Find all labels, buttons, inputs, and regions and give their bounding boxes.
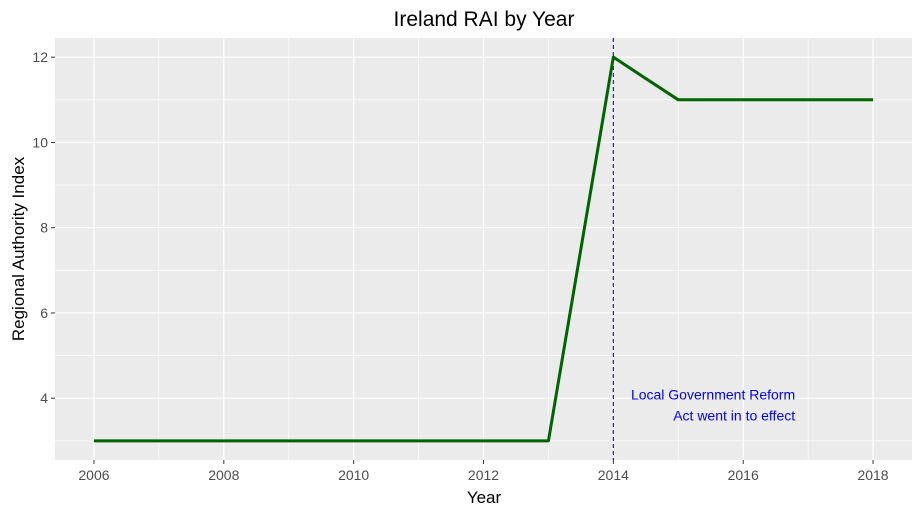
x-axis-title: Year <box>467 488 502 507</box>
annotation: Local Government Reform Act went in to e… <box>631 387 795 424</box>
x-tick-label: 2008 <box>208 467 239 483</box>
chart-title: Ireland RAI by Year <box>394 8 575 31</box>
y-tick-label: 10 <box>32 134 48 150</box>
x-tick-label: 2006 <box>78 467 109 483</box>
y-tick-label: 12 <box>32 49 48 65</box>
x-tick-label: 2014 <box>598 467 629 483</box>
annotation-line-1: Local Government Reform <box>631 387 795 403</box>
y-axis-title: Regional Authority Index <box>9 156 28 341</box>
y-tick-label: 8 <box>40 220 48 236</box>
annotation-line-2: Act went in to effect <box>673 408 795 424</box>
x-tick-label: 2010 <box>338 467 369 483</box>
x-axis: 2006 2008 2010 2012 2014 2016 2018 <box>78 460 889 483</box>
x-tick-label: 2016 <box>728 467 759 483</box>
y-tick-label: 4 <box>40 390 48 406</box>
series-layer <box>93 55 874 443</box>
y-axis: 4 6 8 10 12 <box>32 49 55 406</box>
y-tick-label: 6 <box>40 305 48 321</box>
x-tick-label: 2012 <box>468 467 499 483</box>
series-line <box>93 55 874 443</box>
x-tick-label: 2018 <box>857 467 888 483</box>
